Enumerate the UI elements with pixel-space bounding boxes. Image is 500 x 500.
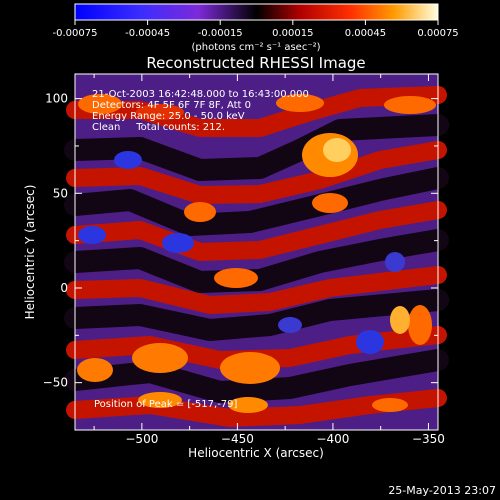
x-tick-label: −350 xyxy=(412,432,445,446)
colorbar-units-label: (photons cm⁻² s⁻¹ asec⁻²) xyxy=(191,42,320,53)
annotation-energy-range: Energy Range: 25.0 - 50.0 keV xyxy=(92,111,245,122)
y-axis-ticks: −50 0 50 100 xyxy=(43,92,438,431)
heatmap-blob xyxy=(278,317,302,333)
heatmap-blob xyxy=(228,397,268,413)
heatmap-blob xyxy=(312,193,348,213)
colorbar-ticks xyxy=(74,20,439,25)
annotation-clean-counts: Clean Total counts: 212. xyxy=(92,122,225,133)
heatmap-image xyxy=(64,73,449,431)
colorbar-tick-label: -0.00015 xyxy=(198,28,243,39)
x-tick-label: −400 xyxy=(316,432,349,446)
y-tick-label: 100 xyxy=(45,92,68,106)
heatmap-blob xyxy=(356,330,384,354)
heatmap-blob xyxy=(77,358,113,382)
heatmap-band xyxy=(66,266,447,314)
colorbar-tick-labels: -0.00075 -0.00045 -0.00015 0.00015 0.00045 0.… xyxy=(53,28,459,39)
heatmap-blob xyxy=(390,306,410,334)
heatmap-blob xyxy=(408,305,432,345)
heatmap-blob xyxy=(384,96,436,114)
heatmap-blob xyxy=(323,138,351,162)
heatmap-blob xyxy=(138,392,182,408)
heatmap-blob xyxy=(78,226,106,244)
heatmap-band xyxy=(64,349,449,403)
annotation-detectors: Detectors: 4F 5F 6F 7F 8F, Att 0 xyxy=(92,100,251,111)
y-axis-label: Heliocentric Y (arcsec) xyxy=(23,185,37,320)
heatmap-blob xyxy=(114,151,142,169)
heatmap-blob xyxy=(78,94,122,114)
heatmap-band xyxy=(64,289,449,341)
plot-title: Reconstructed RHESSI Image xyxy=(146,54,365,72)
colorbar-tick-label: 0.00075 xyxy=(417,28,458,39)
x-tick-label: −500 xyxy=(125,432,158,446)
heatmap-blob xyxy=(385,252,405,272)
peak-position-label: Position of Peak = [-517,-79] xyxy=(94,399,238,410)
heatmap-blob xyxy=(132,343,188,373)
heatmap-band xyxy=(64,167,449,236)
plot-frame xyxy=(74,73,439,431)
y-tick-label: 0 xyxy=(60,281,68,295)
heatmap-blob xyxy=(136,104,184,120)
colorbar-tick-label: -0.00075 xyxy=(53,28,98,39)
x-axis-label: Heliocentric X (arcsec) xyxy=(188,446,324,460)
heatmap-blob xyxy=(162,233,194,253)
heatmap-band xyxy=(64,229,449,293)
footer-timestamp: 25-May-2013 23:07 xyxy=(388,484,496,497)
annotation-time-range: 21-Oct-2003 16:42:48.000 to 16:43:00.000 xyxy=(92,89,309,100)
heatmap-blob xyxy=(276,94,324,112)
heatmap-blob xyxy=(372,398,408,412)
colorbar-tick-label: -0.00045 xyxy=(125,28,170,39)
y-tick-label: 50 xyxy=(53,186,68,200)
heatmap-band xyxy=(64,114,449,181)
heatmap-band xyxy=(66,141,447,204)
x-tick-label: −450 xyxy=(221,432,254,446)
colorbar-tick-label: 0.00045 xyxy=(345,28,386,39)
y-tick-label: −50 xyxy=(43,376,68,390)
heatmap-blob xyxy=(214,268,258,288)
x-axis-ticks: −500 −450 −400 −350 xyxy=(93,74,445,446)
heatmap-blob xyxy=(220,352,280,384)
heatmap-blob xyxy=(184,202,216,222)
colorbar-tick-label: 0.00015 xyxy=(272,28,313,39)
heatmap-band xyxy=(66,201,447,261)
colorbar xyxy=(74,3,439,21)
